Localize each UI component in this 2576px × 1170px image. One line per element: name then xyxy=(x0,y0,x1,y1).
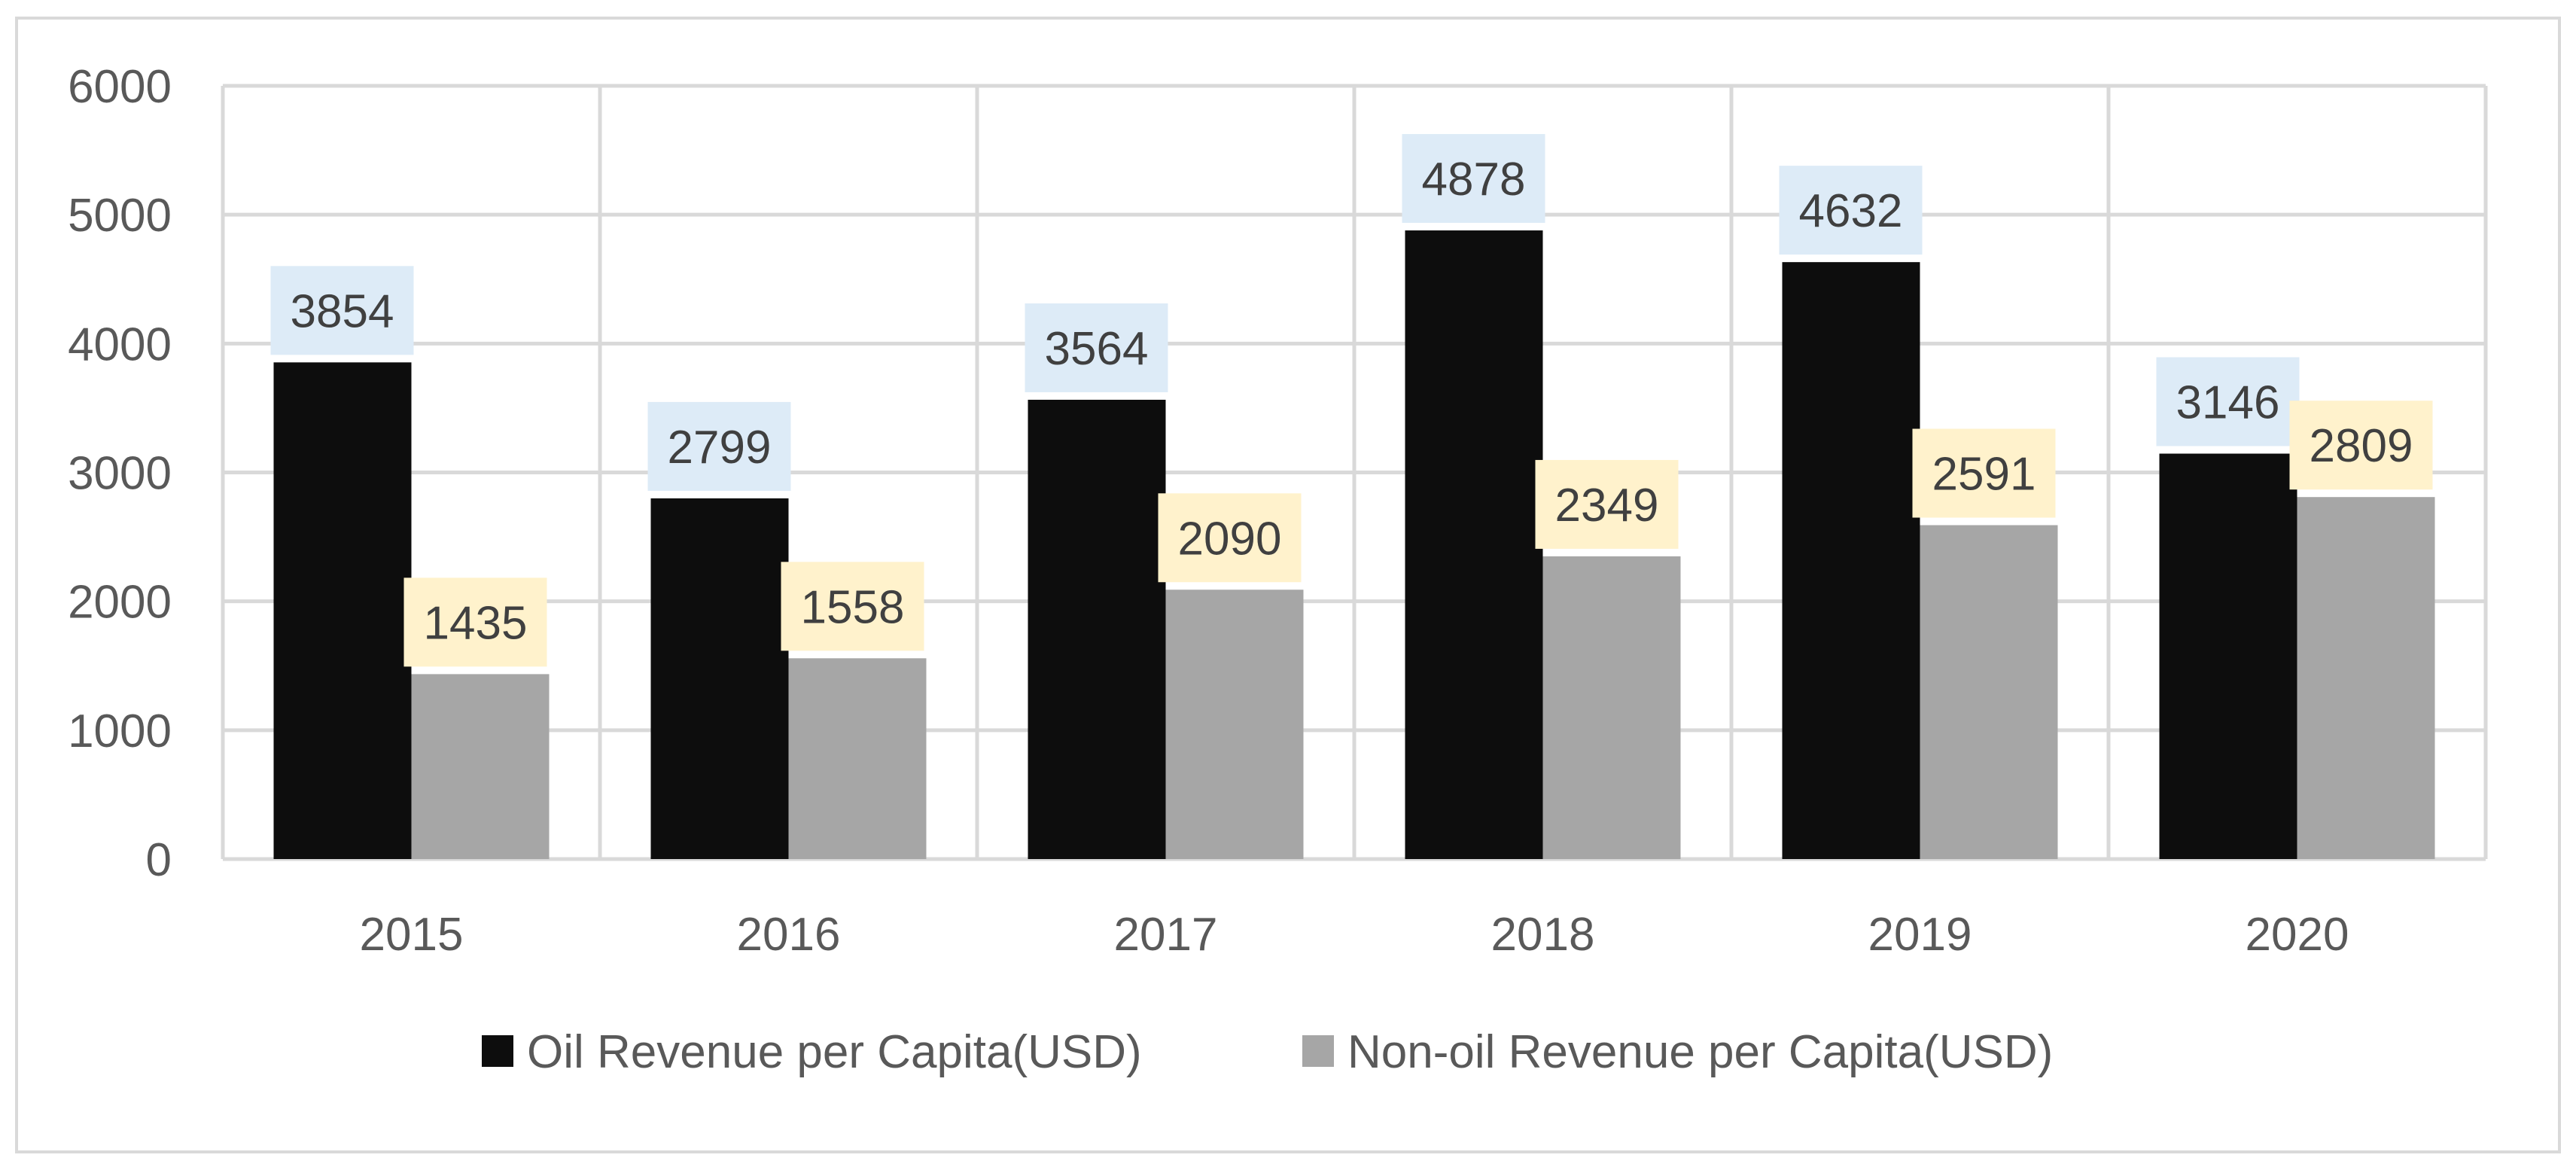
non-oil-data-label-2017: 2090 xyxy=(1158,493,1302,583)
non-oil-bar-2019 xyxy=(1920,525,2058,859)
non-oil-bar-2018 xyxy=(1542,556,1681,859)
legend-label: Oil Revenue per Capita(USD) xyxy=(527,1026,1142,1078)
data-label-text: 3564 xyxy=(1045,323,1149,375)
oil-bar-2016 xyxy=(650,498,789,859)
oil-bar-2017 xyxy=(1028,399,1166,859)
data-label-text: 2591 xyxy=(1932,449,2036,501)
oil-data-label-2016: 2799 xyxy=(647,401,791,491)
oil-data-label-2019: 4632 xyxy=(1779,166,1923,255)
data-label-text: 2090 xyxy=(1178,513,1282,565)
x-tick-label: 2016 xyxy=(737,909,841,961)
data-label-text: 2809 xyxy=(2310,420,2413,472)
oil-data-label-2017: 3564 xyxy=(1025,303,1168,392)
axes: 0 1000 2000 3000 4000 5000 6000 2015 2016 2017 201… xyxy=(68,61,2349,961)
non-oil-bar-2016 xyxy=(788,658,927,859)
non-oil-data-label-2015: 1435 xyxy=(403,577,547,667)
legend-swatch xyxy=(482,1035,513,1067)
x-tick-label: 2020 xyxy=(2246,909,2349,961)
y-tick-label: 2000 xyxy=(68,577,172,629)
y-tick-label: 0 xyxy=(146,834,172,886)
x-tick-label: 2017 xyxy=(1114,909,1218,961)
legend-item-oil[interactable]: Oil Revenue per Capita(USD) xyxy=(482,1026,1142,1078)
non-oil-data-label-2019: 2591 xyxy=(1912,428,2056,518)
data-label-background xyxy=(1912,428,2056,518)
non-oil-data-label-2018: 2349 xyxy=(1535,459,1679,549)
non-oil-data-label-2016: 1558 xyxy=(781,562,924,651)
bars xyxy=(273,230,2435,859)
data-labels: 3854 1435 2799 1558 3564 2090 4878 2349 4632 2591… xyxy=(270,134,2433,667)
data-label-background xyxy=(270,266,414,355)
oil-data-label-2020: 3146 xyxy=(2156,357,2300,446)
y-tick-label: 1000 xyxy=(68,705,172,757)
legend[interactable]: Oil Revenue per Capita(USD) Non-oil Reven… xyxy=(482,1026,2053,1078)
y-tick-label: 3000 xyxy=(68,448,172,500)
oil-data-label-2018: 4878 xyxy=(1402,134,1545,224)
non-oil-bar-2020 xyxy=(2297,497,2435,859)
legend-label: Non-oil Revenue per Capita(USD) xyxy=(1347,1026,2053,1078)
data-label-background xyxy=(781,562,924,651)
non-oil-bar-2015 xyxy=(411,674,550,859)
data-label-background xyxy=(1402,134,1545,224)
y-tick-label: 4000 xyxy=(68,318,172,370)
data-label-background xyxy=(1535,459,1679,549)
data-label-background xyxy=(1158,493,1302,583)
data-label-text: 4632 xyxy=(1799,185,1903,237)
oil-bar-2015 xyxy=(273,362,412,859)
y-tick-label: 6000 xyxy=(68,61,172,113)
data-label-background xyxy=(2156,357,2300,446)
data-label-background xyxy=(647,401,791,491)
oil-bar-2020 xyxy=(2159,453,2297,859)
data-label-background xyxy=(2289,401,2433,490)
data-label-text: 1435 xyxy=(424,597,528,649)
oil-bar-2019 xyxy=(1782,262,1920,859)
gridlines xyxy=(221,84,2488,861)
non-oil-data-label-2020: 2809 xyxy=(2289,401,2433,490)
non-oil-bar-2017 xyxy=(1165,590,1304,859)
data-label-text: 3854 xyxy=(291,285,394,337)
oil-data-label-2015: 3854 xyxy=(270,266,414,355)
data-label-background xyxy=(1779,166,1923,255)
legend-swatch xyxy=(1302,1035,1334,1067)
data-label-background xyxy=(403,577,547,667)
data-label-background xyxy=(1025,303,1168,392)
x-tick-label: 2015 xyxy=(360,909,464,961)
data-label-text: 2799 xyxy=(668,422,772,474)
x-tick-label: 2018 xyxy=(1491,909,1595,961)
data-label-text: 1558 xyxy=(801,581,905,633)
legend-item-non-oil[interactable]: Non-oil Revenue per Capita(USD) xyxy=(1302,1026,2053,1078)
data-label-text: 2349 xyxy=(1555,480,1659,532)
oil-bar-2018 xyxy=(1405,230,1543,859)
data-label-text: 4878 xyxy=(1422,154,1526,206)
y-tick-label: 5000 xyxy=(68,190,172,242)
data-label-text: 3146 xyxy=(2176,377,2280,429)
x-tick-label: 2019 xyxy=(1868,909,1972,961)
